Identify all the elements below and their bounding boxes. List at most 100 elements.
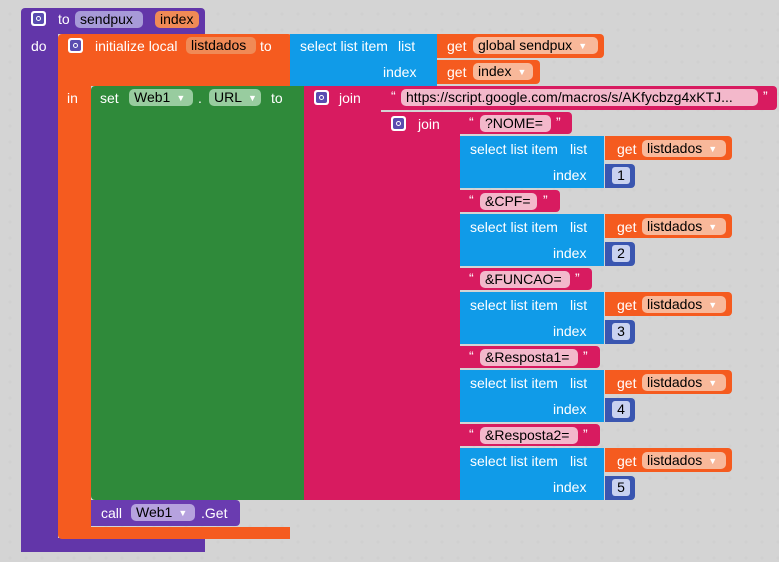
text-field[interactable]: &CPF= (480, 193, 537, 210)
list-var-dropdown[interactable]: listdados ▼ (642, 218, 726, 235)
list-label: list (570, 141, 588, 157)
list-label: list (570, 297, 588, 313)
close-quote: ” (575, 270, 580, 286)
property-dropdown[interactable]: URL ▼ (209, 89, 261, 106)
dropdown-arrow-icon: ▼ (708, 378, 718, 388)
call-label: call (101, 505, 123, 521)
component-dropdown[interactable]: Web1 ▼ (129, 89, 193, 106)
dropdown-arrow-icon: ▼ (708, 456, 718, 466)
do-label: do (31, 38, 47, 54)
open-quote: “ (391, 88, 396, 104)
number-field[interactable]: 3 (612, 323, 630, 340)
select-list-item-block[interactable] (460, 136, 604, 188)
number-field[interactable]: 5 (612, 479, 630, 496)
call-component-name: Web1 (136, 504, 173, 520)
open-quote: “ (469, 426, 474, 442)
text-field[interactable]: &FUNCAO= (480, 271, 570, 288)
url-text-field[interactable]: https://script.google.com/macros/s/AKfyc… (401, 89, 758, 106)
list-var-name: listdados (647, 296, 703, 312)
gear-icon[interactable] (391, 116, 406, 131)
get-label: get (617, 219, 637, 235)
number-field[interactable]: 2 (612, 245, 630, 262)
list-var-name: listdados (647, 452, 703, 468)
index-label: index (553, 479, 587, 495)
select-list-item-block[interactable] (460, 370, 604, 422)
open-quote: “ (469, 348, 474, 364)
dropdown-arrow-icon: ▼ (708, 144, 718, 154)
select-list-item-block[interactable] (460, 292, 604, 344)
set-label: set (100, 90, 119, 106)
get-label: get (617, 453, 637, 469)
dropdown-arrow-icon: ▼ (517, 67, 527, 77)
get-label: get (617, 297, 637, 313)
list-label: list (570, 375, 588, 391)
dropdown-arrow-icon: ▼ (248, 93, 257, 103)
number-field[interactable]: 1 (612, 167, 630, 184)
property-name: URL (214, 89, 243, 105)
local-to-label: to (260, 38, 272, 54)
number-field[interactable]: 4 (612, 401, 630, 418)
gear-icon[interactable] (31, 11, 46, 26)
open-quote: “ (469, 192, 474, 208)
dropdown-arrow-icon: ▼ (708, 222, 718, 232)
list-label: list (570, 219, 588, 235)
select-list-item-label: select list item (470, 219, 558, 235)
select-list-item-label: select list item (470, 453, 558, 469)
list-var-dropdown[interactable]: listdados ▼ (642, 374, 726, 391)
text-field[interactable]: &Resposta2= (480, 427, 578, 444)
list-var-dropdown[interactable]: listdados ▼ (642, 296, 726, 313)
list-label: list (398, 38, 416, 54)
list-var-dropdown[interactable]: listdados ▼ (642, 140, 726, 157)
open-quote: “ (469, 270, 474, 286)
component-name: Web1 (134, 89, 171, 105)
join-label: join (339, 90, 361, 106)
text-field[interactable]: ?NOME= (480, 115, 551, 132)
select-list-item-label: select list item (300, 38, 388, 54)
join-label: join (418, 116, 440, 132)
procedure-name-field[interactable]: sendpux (75, 11, 143, 28)
list-var-dropdown[interactable]: listdados ▼ (642, 452, 726, 469)
procedure-footer (21, 538, 205, 552)
call-component-dropdown[interactable]: Web1 ▼ (131, 504, 195, 521)
list-var-name: listdados (647, 140, 703, 156)
dropdown-arrow-icon: ▼ (708, 300, 718, 310)
index-label: index (553, 401, 587, 417)
index-label: index (553, 323, 587, 339)
join-block-inner[interactable] (381, 112, 460, 500)
global-var-dropdown[interactable]: global sendpux ▼ (473, 37, 598, 54)
select-list-item-block[interactable] (290, 34, 437, 86)
text-field[interactable]: &Resposta1= (480, 349, 578, 366)
dropdown-arrow-icon: ▼ (578, 41, 588, 51)
gear-icon[interactable] (314, 90, 329, 105)
gear-icon[interactable] (68, 38, 83, 53)
local-footer (58, 527, 290, 539)
local-var-name[interactable]: listdados (186, 37, 256, 54)
index-label: index (553, 245, 587, 261)
get-label: get (447, 38, 467, 54)
procedure-body-left (21, 34, 58, 552)
set-property-block[interactable] (91, 86, 304, 500)
set-to-label: to (271, 90, 283, 106)
select-list-item-block[interactable] (460, 448, 604, 500)
method-label: .Get (201, 505, 228, 521)
index-var-name: index (478, 63, 512, 79)
dropdown-arrow-icon: ▼ (176, 93, 186, 103)
select-list-item-label: select list item (470, 141, 558, 157)
close-quote: ” (583, 426, 588, 442)
list-label: list (570, 453, 588, 469)
index-var-dropdown[interactable]: index ▼ (473, 63, 533, 80)
join-block-outer[interactable] (304, 86, 381, 500)
close-quote: ” (543, 192, 548, 208)
procedure-param[interactable]: index (155, 11, 199, 28)
get-label: get (617, 375, 637, 391)
procedure-keyword: to (58, 11, 70, 27)
index-label: index (383, 64, 417, 80)
local-body-left (58, 86, 91, 528)
dropdown-arrow-icon: ▼ (178, 508, 188, 518)
select-list-item-block[interactable] (460, 214, 604, 266)
initialize-local-label: initialize local (95, 38, 178, 54)
close-quote: ” (556, 114, 561, 130)
get-label: get (617, 141, 637, 157)
index-label: index (553, 167, 587, 183)
get-label: get (447, 64, 467, 80)
